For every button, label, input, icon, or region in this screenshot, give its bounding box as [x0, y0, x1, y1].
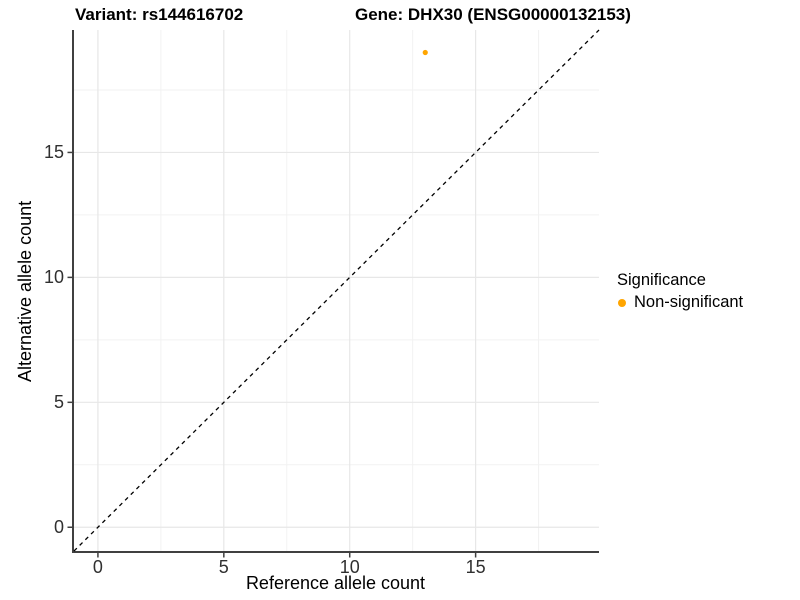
legend: Significance Non-significant: [617, 271, 743, 312]
plot-panel: [67, 29, 600, 558]
legend-items: Non-significant: [617, 293, 743, 312]
y-tick-label: 0: [53, 517, 64, 538]
x-axis-label: Reference allele count: [245, 573, 426, 593]
x-tick-label: 10: [339, 557, 360, 577]
y-tick-label: 15: [43, 142, 64, 163]
legend-title: Significance: [617, 271, 706, 289]
legend-item-label: Non-significant: [634, 293, 744, 311]
x-tick-label: 15: [465, 557, 486, 577]
plot-title-gene: Gene: DHX30 (ENSG00000132153): [355, 5, 631, 24]
x-tick-label: 5: [218, 557, 229, 577]
plot-canvas: [67, 29, 600, 558]
data-point: [422, 49, 428, 56]
legend-swatch-icon: [618, 298, 626, 307]
plot-title-variant: Variant: rs144616702: [75, 5, 244, 24]
x-tick-label: 0: [92, 557, 103, 577]
legend-item: Non-significant: [617, 293, 743, 312]
y-tick-label: 5: [53, 392, 64, 413]
y-tick-label: 10: [43, 267, 64, 288]
identity-line: [73, 29, 600, 552]
